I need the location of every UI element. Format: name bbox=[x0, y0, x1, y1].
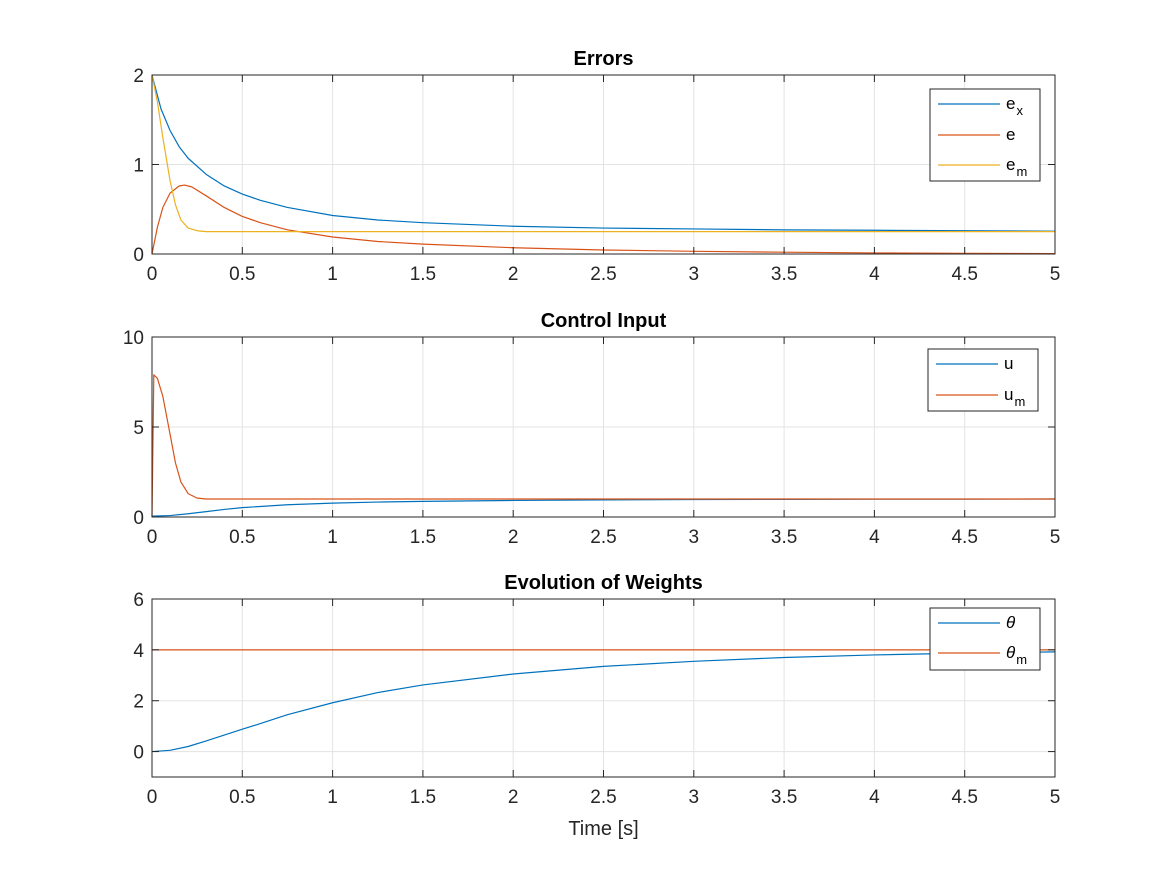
series-line-e_x bbox=[151, 74, 1056, 232]
y-tick-label: 2 bbox=[133, 692, 144, 713]
x-tick-label: 4 bbox=[869, 787, 880, 808]
x-tick-label: 4 bbox=[869, 264, 880, 285]
x-tick-label: 2.5 bbox=[590, 264, 616, 285]
x-tick-label: 1.5 bbox=[410, 527, 436, 548]
legend-entry: θm bbox=[1006, 643, 1027, 667]
x-tick-label: 2.5 bbox=[590, 787, 616, 808]
legend-entry-base: θ bbox=[1006, 613, 1016, 632]
y-tick-label: 0 bbox=[133, 245, 144, 266]
series-line-e bbox=[151, 184, 1056, 255]
legend-entry-base: θ bbox=[1006, 643, 1016, 662]
chart-title: Errors bbox=[573, 48, 633, 70]
series-line-e_m bbox=[151, 74, 1055, 233]
legend-entry-base: e bbox=[1006, 155, 1015, 174]
x-axis-label: Time [s] bbox=[568, 818, 638, 840]
legend-entry: ex bbox=[1006, 94, 1023, 118]
legend-entry-base: e bbox=[1006, 125, 1015, 144]
x-tick-label: 1 bbox=[327, 787, 338, 808]
legend: uum bbox=[927, 348, 1039, 412]
legend-entry-subscript: m bbox=[1016, 652, 1027, 667]
y-tick-label: 0 bbox=[133, 508, 144, 529]
legend-entry: u bbox=[1004, 354, 1013, 373]
y-tick-label: 6 bbox=[133, 590, 144, 611]
x-tick-label: 1 bbox=[327, 264, 338, 285]
legend-entry: em bbox=[1006, 155, 1027, 179]
x-tick-label: 0 bbox=[147, 264, 158, 285]
x-tick-label: 0.5 bbox=[229, 787, 255, 808]
legend-entry-subscript: m bbox=[1014, 394, 1025, 409]
legend-entry-subscript: m bbox=[1016, 164, 1027, 179]
y-tick-label: 2 bbox=[133, 66, 144, 87]
legend-entry: θ bbox=[1006, 613, 1016, 632]
x-tick-label: 4.5 bbox=[951, 264, 977, 285]
x-tick-label: 5 bbox=[1050, 787, 1061, 808]
x-tick-label: 2 bbox=[508, 527, 519, 548]
x-tick-label: 4.5 bbox=[951, 527, 977, 548]
x-tick-label: 3 bbox=[689, 787, 700, 808]
legend-box bbox=[929, 607, 1041, 671]
x-tick-label: 3.5 bbox=[771, 264, 797, 285]
chart-panel-2: 0 0.5 1 1.5 2 2.5 3 3.5 4 4.5 5 0 5 10 Control Input uu… bbox=[123, 310, 1060, 548]
legend-entry-subscript: x bbox=[1016, 103, 1023, 118]
x-tick-label: 1 bbox=[327, 527, 338, 548]
series-line-u_m bbox=[151, 374, 1055, 518]
series-line-θ bbox=[151, 651, 1056, 753]
x-tick-label: 4 bbox=[869, 527, 880, 548]
x-tick-label: 1.5 bbox=[410, 787, 436, 808]
x-tick-label: 5 bbox=[1050, 527, 1061, 548]
y-tick-label: 10 bbox=[123, 328, 144, 349]
x-tick-label: 2 bbox=[508, 787, 519, 808]
chart-title: Control Input bbox=[541, 310, 667, 332]
legend-entry: um bbox=[1004, 385, 1025, 409]
x-tick-label: 3 bbox=[689, 527, 700, 548]
x-tick-label: 0 bbox=[147, 787, 158, 808]
chart-panel-3: 0 0.5 1 1.5 2 2.5 3 3.5 4 4.5 5 0 2 4 6 Evolution of We… bbox=[133, 572, 1060, 840]
x-tick-label: 0.5 bbox=[229, 264, 255, 285]
x-tick-label: 0 bbox=[147, 527, 158, 548]
x-tick-label: 3 bbox=[689, 264, 700, 285]
x-tick-label: 3.5 bbox=[771, 787, 797, 808]
x-tick-label: 3.5 bbox=[771, 527, 797, 548]
legend: θθm bbox=[929, 607, 1041, 671]
y-tick-label: 5 bbox=[133, 418, 144, 439]
x-tick-label: 2.5 bbox=[590, 527, 616, 548]
y-tick-label: 4 bbox=[133, 641, 144, 662]
legend-box bbox=[927, 348, 1039, 412]
x-tick-label: 2 bbox=[508, 264, 519, 285]
y-tick-label: 0 bbox=[133, 743, 144, 764]
legend-entry-base: u bbox=[1004, 385, 1013, 404]
legend-entry: e bbox=[1006, 125, 1015, 144]
x-tick-label: 4.5 bbox=[951, 787, 977, 808]
legend-entry-base: e bbox=[1006, 94, 1015, 113]
legend-entry-base: u bbox=[1004, 354, 1013, 373]
y-tick-label: 1 bbox=[133, 156, 144, 177]
chart-title: Evolution of Weights bbox=[504, 572, 703, 594]
x-tick-label: 1.5 bbox=[410, 264, 436, 285]
x-tick-label: 0.5 bbox=[229, 527, 255, 548]
x-tick-label: 5 bbox=[1050, 264, 1061, 285]
